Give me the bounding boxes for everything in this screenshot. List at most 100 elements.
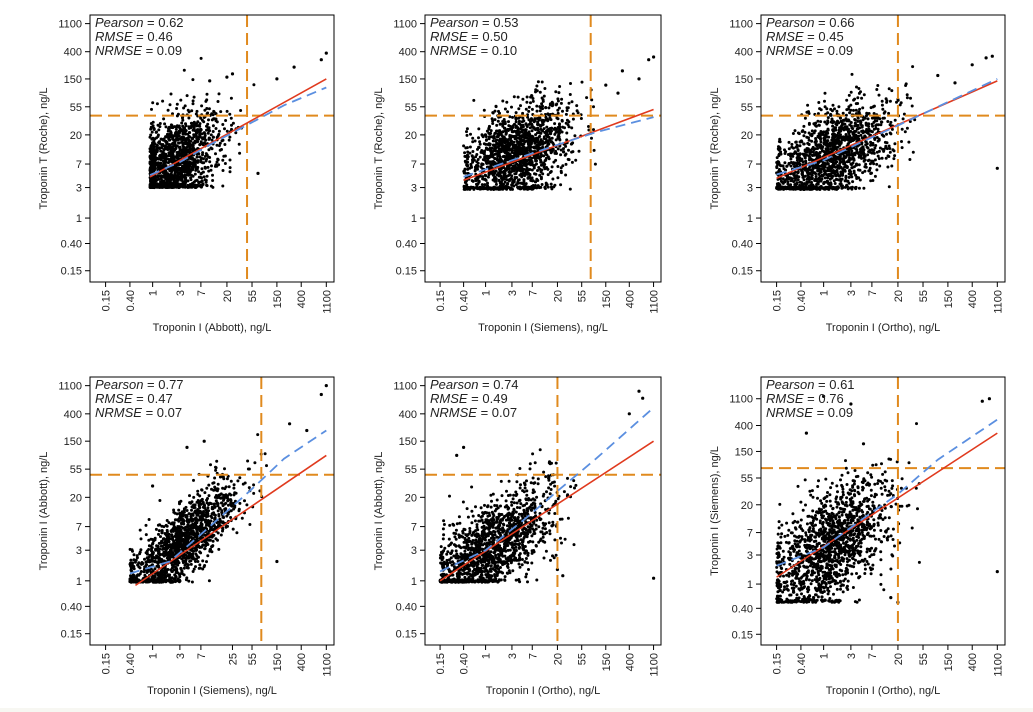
- data-point: [564, 162, 568, 166]
- data-point: [803, 149, 807, 153]
- data-point: [525, 100, 529, 104]
- data-point: [855, 148, 859, 152]
- data-point: [511, 130, 515, 134]
- data-point: [837, 128, 841, 132]
- data-point: [547, 157, 551, 161]
- data-point: [508, 186, 512, 190]
- data-point: [512, 169, 516, 173]
- data-point: [168, 184, 172, 188]
- data-point: [525, 124, 529, 128]
- data-point: [843, 168, 847, 172]
- data-point: [171, 153, 175, 157]
- outlier-point: [990, 54, 994, 58]
- data-point: [219, 110, 223, 114]
- data-point: [498, 137, 502, 141]
- data-point: [839, 165, 843, 169]
- x-tick-label: 1100: [992, 290, 1004, 314]
- data-point: [880, 133, 884, 137]
- data-point: [850, 152, 854, 155]
- data-point: [519, 187, 523, 191]
- data-point: [509, 177, 513, 181]
- data-point: [567, 158, 571, 162]
- data-point: [522, 167, 526, 171]
- y-tick-label: 150: [735, 74, 753, 86]
- data-point: [482, 187, 486, 191]
- outlier-point: [324, 51, 328, 55]
- data-point: [849, 129, 853, 133]
- data-point: [556, 176, 560, 180]
- data-point: [834, 174, 838, 178]
- data-point: [886, 165, 890, 169]
- data-point: [802, 178, 806, 182]
- outlier-point: [936, 73, 940, 78]
- data-point: [153, 567, 157, 571]
- data-point: [167, 127, 170, 131]
- data-point: [184, 137, 188, 141]
- stat-value: = 0.50: [468, 29, 508, 44]
- data-point: [180, 135, 184, 139]
- data-point: [900, 146, 904, 150]
- data-point: [528, 126, 532, 130]
- data-point: [817, 132, 821, 136]
- data-point: [162, 144, 166, 148]
- data-point: [494, 180, 498, 183]
- data-point: [530, 141, 533, 144]
- data-point: [803, 130, 807, 134]
- stat-line: Pearson = 0.66: [766, 15, 855, 30]
- data-point: [480, 183, 484, 187]
- data-point: [463, 181, 467, 184]
- data-point: [842, 122, 846, 126]
- data-point: [801, 175, 805, 179]
- data-point: [815, 143, 818, 147]
- data-point: [875, 162, 879, 166]
- data-point: [559, 101, 563, 105]
- data-point: [149, 147, 153, 151]
- data-point: [480, 162, 484, 166]
- data-point: [826, 111, 830, 115]
- data-point: [148, 183, 152, 187]
- data-point: [557, 131, 561, 135]
- data-point: [840, 124, 844, 128]
- data-point: [544, 181, 548, 185]
- data-point: [493, 109, 497, 113]
- data-point: [556, 117, 560, 121]
- data-point: [797, 132, 801, 136]
- data-point: [175, 107, 179, 110]
- data-point: [856, 119, 860, 123]
- data-point: [795, 181, 799, 185]
- data-point: [505, 178, 509, 182]
- data-point: [515, 155, 519, 158]
- data-point: [818, 151, 822, 155]
- x-tick-label: 20: [893, 290, 905, 302]
- data-point: [190, 121, 194, 125]
- data-point: [869, 172, 873, 175]
- data-point: [490, 146, 494, 150]
- data-point: [554, 90, 558, 94]
- data-point: [525, 187, 528, 191]
- data-point: [893, 154, 897, 158]
- data-point: [810, 139, 814, 143]
- data-point: [491, 172, 495, 176]
- stat-name: RMSE: [766, 29, 804, 44]
- data-point: [488, 143, 492, 147]
- data-point: [579, 117, 583, 120]
- data-point: [178, 127, 182, 131]
- stat-value: = 0.53: [478, 15, 518, 30]
- data-point: [817, 101, 821, 104]
- data-point: [858, 119, 862, 123]
- data-point: [211, 130, 215, 133]
- data-point: [198, 132, 202, 136]
- data-point: [536, 131, 539, 135]
- data-point: [592, 148, 596, 152]
- data-point: [823, 137, 827, 140]
- data-point: [464, 155, 468, 159]
- data-point: [238, 151, 242, 155]
- data-point: [850, 72, 854, 76]
- data-point: [513, 122, 516, 126]
- data-point: [858, 107, 862, 111]
- data-point: [844, 176, 848, 180]
- data-point: [837, 174, 841, 178]
- data-point: [806, 169, 810, 173]
- data-point: [194, 560, 197, 563]
